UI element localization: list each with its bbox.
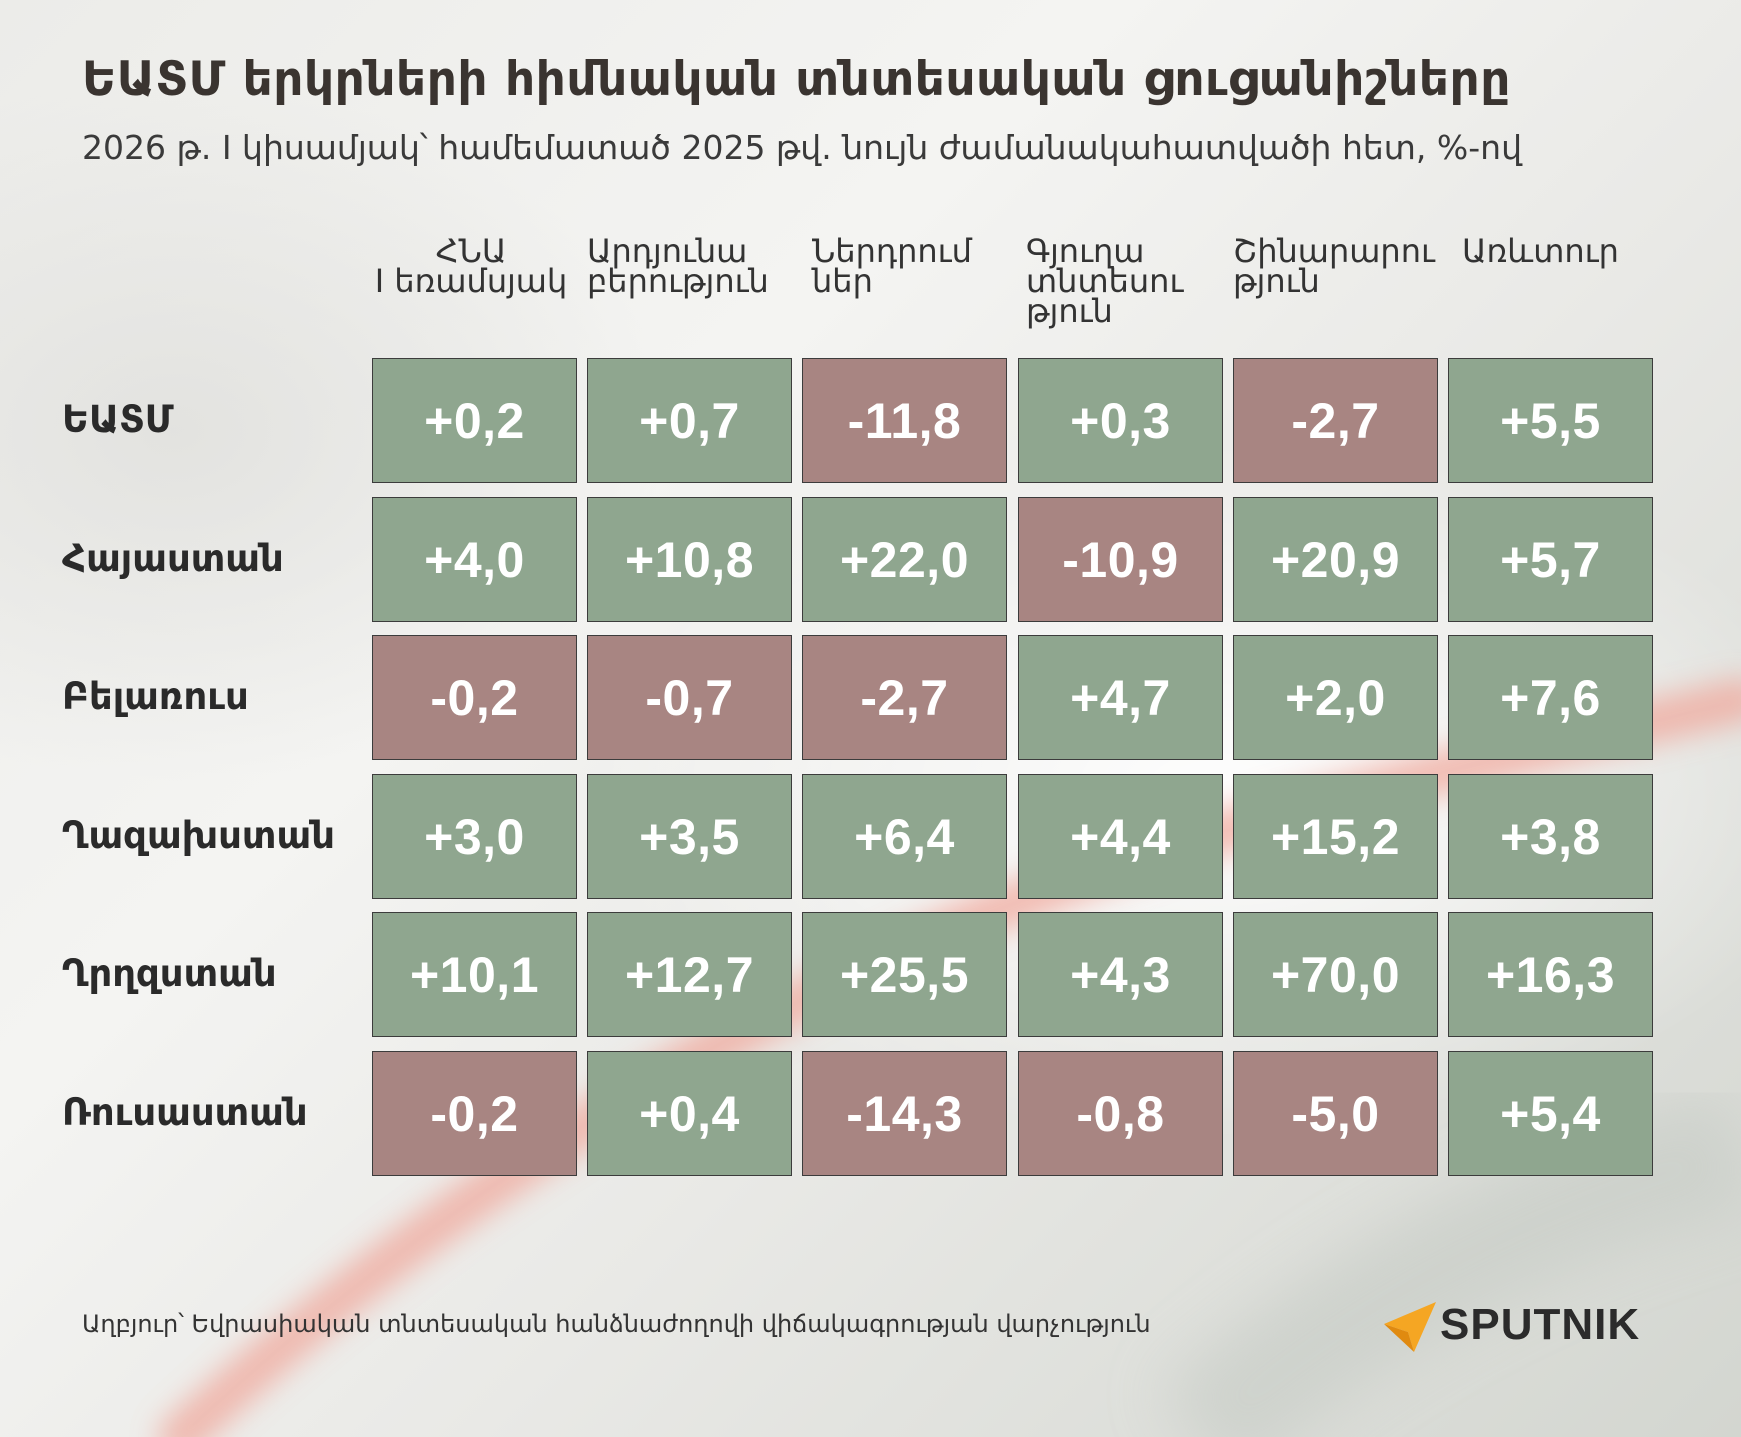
column-header-line: Գյուղա xyxy=(1026,232,1145,270)
table-cell: +25,5 xyxy=(802,912,1007,1037)
column-header-line: ներ xyxy=(812,262,873,300)
table-cell: +3,0 xyxy=(372,774,577,899)
table-cell: +22,0 xyxy=(802,497,1007,622)
row-label: Ռուսաստան xyxy=(62,1091,308,1134)
column-header-4: Շինարարու թյուն xyxy=(1233,232,1438,300)
table-cell: +20,9 xyxy=(1233,497,1438,622)
row-label: Բելառուս xyxy=(62,675,249,718)
column-header-line: թյուն xyxy=(1026,292,1113,330)
table-cell: -0,2 xyxy=(372,635,577,760)
row-label: Ղազախստան xyxy=(62,814,335,857)
table-cell: +0,4 xyxy=(587,1051,792,1176)
source-note: Աղբյուր՝ Եվրասիական տնտեսական հանձնաժողո… xyxy=(82,1310,1151,1338)
table-cell: +10,8 xyxy=(587,497,792,622)
logo-text: SPUTNIK xyxy=(1440,1300,1641,1349)
column-header-line: բերություն xyxy=(587,262,769,300)
table-cell: +16,3 xyxy=(1448,912,1653,1037)
column-header-line: Ներդրում xyxy=(812,232,972,270)
table-cell: +5,4 xyxy=(1448,1051,1653,1176)
table-cell: +3,8 xyxy=(1448,774,1653,899)
table-cell: +6,4 xyxy=(802,774,1007,899)
row-label: Ղրղզստան xyxy=(62,952,277,995)
table-cell: +15,2 xyxy=(1233,774,1438,899)
table-cell: -11,8 xyxy=(802,358,1007,483)
column-header-3: Գյուղա տնտեսու թյուն xyxy=(1026,232,1231,330)
table-cell: +0,2 xyxy=(372,358,577,483)
column-header-5: Առևտուր xyxy=(1462,232,1667,270)
sputnik-logo: SPUTNIK xyxy=(1380,1296,1660,1356)
table-cell: +4,0 xyxy=(372,497,577,622)
column-header-line: թյուն xyxy=(1233,262,1320,300)
table-cell: +4,7 xyxy=(1018,635,1223,760)
table-cell: +7,6 xyxy=(1448,635,1653,760)
column-header-2: Ներդրում ներ xyxy=(812,232,1017,300)
column-header-0: ՀՆԱ I եռամսյակ xyxy=(366,232,576,300)
column-header-line: տնտեսու xyxy=(1026,262,1184,300)
table-cell: +10,1 xyxy=(372,912,577,1037)
column-header-line: I եռամսյակ xyxy=(374,262,568,300)
column-header-line: Առևտուր xyxy=(1462,232,1619,270)
page-title: ԵԱՏՄ երկրների հիմնական տնտեսական ցուցանի… xyxy=(82,52,1511,107)
column-header-line: Արդյունա xyxy=(587,232,748,270)
column-header-line: Շինարարու xyxy=(1233,232,1435,270)
table-cell: +0,3 xyxy=(1018,358,1223,483)
table-cell: +12,7 xyxy=(587,912,792,1037)
table-cell: +5,7 xyxy=(1448,497,1653,622)
row-label: Հայաստան xyxy=(62,537,284,580)
table-cell: -10,9 xyxy=(1018,497,1223,622)
table-cell: -5,0 xyxy=(1233,1051,1438,1176)
table-cell: -0,7 xyxy=(587,635,792,760)
page-subtitle: 2026 թ. I կիսամյակ՝ համեմատած 2025 թվ. ն… xyxy=(82,128,1522,167)
table-cell: +0,7 xyxy=(587,358,792,483)
table-cell: +2,0 xyxy=(1233,635,1438,760)
table-cell: +4,3 xyxy=(1018,912,1223,1037)
table-cell: -0,2 xyxy=(372,1051,577,1176)
table-cell: -0,8 xyxy=(1018,1051,1223,1176)
table-cell: -2,7 xyxy=(1233,358,1438,483)
row-label: ԵԱՏՄ xyxy=(62,398,174,441)
sputnik-logo-icon xyxy=(1384,1302,1436,1352)
column-header-line: ՀՆԱ xyxy=(435,232,507,270)
table-cell: +5,5 xyxy=(1448,358,1653,483)
table-cell: +70,0 xyxy=(1233,912,1438,1037)
table-cell: +4,4 xyxy=(1018,774,1223,899)
table-cell: +3,5 xyxy=(587,774,792,899)
column-header-1: Արդյունա բերություն xyxy=(587,232,792,300)
table-cell: -14,3 xyxy=(802,1051,1007,1176)
table-cell: -2,7 xyxy=(802,635,1007,760)
